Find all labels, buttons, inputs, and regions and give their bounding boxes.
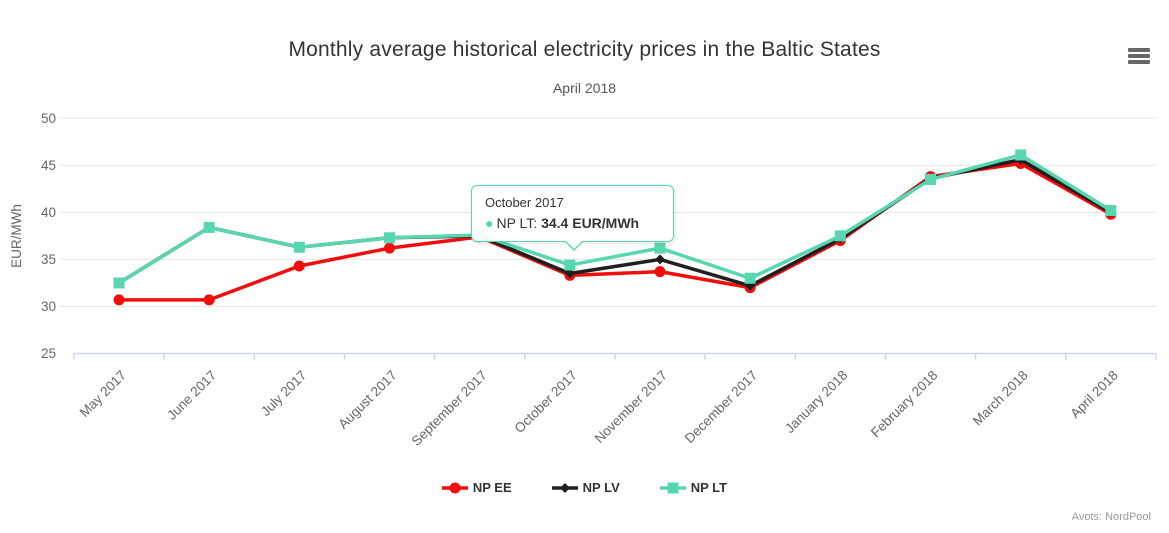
legend-item-np-lt[interactable]: NP LT (659, 480, 728, 495)
data-point-np-lt[interactable] (113, 277, 125, 289)
data-point-np-lt[interactable] (654, 242, 666, 254)
data-point-np-lv[interactable] (655, 254, 666, 265)
y-axis-label: 50 (41, 111, 56, 126)
data-point-np-ee[interactable] (654, 266, 666, 278)
legend-label: NP LV (582, 480, 620, 495)
series-line-np-lt[interactable] (117, 153, 1113, 285)
y-axis-label: 25 (41, 346, 56, 361)
data-point-np-lt[interactable] (293, 241, 305, 253)
y-axis-label: 40 (41, 205, 56, 220)
x-axis-label: February 2018 (868, 368, 941, 441)
data-point-np-lt[interactable] (203, 221, 215, 233)
series-line-np-lv[interactable] (117, 157, 1113, 288)
x-axis-label: July 2017 (258, 368, 309, 419)
chart-title: Monthly average historical electricity p… (288, 38, 881, 61)
data-point-np-lt[interactable] (564, 259, 576, 271)
legend-label: NP EE (472, 480, 512, 495)
data-point-np-lt[interactable] (834, 230, 846, 242)
chart-subtitle: April 2018 (552, 80, 617, 96)
y-axis-label: 30 (41, 299, 56, 314)
data-point-np-lt[interactable] (1105, 204, 1117, 216)
legend-item-np-lv[interactable]: NP LV (551, 480, 620, 495)
legend-label: NP LT (690, 480, 728, 495)
x-axis-label: October 2017 (511, 368, 579, 436)
data-point-np-lt[interactable] (384, 232, 396, 244)
y-axis-label: 35 (41, 252, 56, 267)
x-axis-label: April 2018 (1067, 368, 1121, 422)
data-point-np-ee[interactable] (203, 294, 215, 306)
legend-marker-square-icon (659, 482, 686, 493)
data-point-np-ee[interactable] (113, 294, 125, 306)
hamburger-bar (1128, 54, 1150, 58)
hamburger-menu-icon[interactable] (1128, 48, 1150, 64)
x-axis-label: January 2018 (782, 368, 850, 436)
x-axis-label: March 2018 (970, 368, 1031, 429)
data-point-np-lt[interactable] (925, 173, 937, 185)
x-axis-label: May 2017 (77, 368, 130, 421)
data-point-np-lv[interactable] (564, 268, 575, 279)
data-point-np-lt[interactable] (744, 272, 756, 284)
hamburger-bar (1128, 60, 1150, 64)
x-axis-label: June 2017 (164, 368, 219, 423)
series-line-np-ee[interactable] (117, 161, 1113, 302)
x-axis-label: September 2017 (409, 368, 490, 449)
x-axis-label: December 2017 (682, 368, 761, 447)
x-axis-label: November 2017 (592, 368, 671, 447)
legend: NP EE NP LV NP LT (0, 480, 1169, 495)
legend-item-np-ee[interactable]: NP EE (441, 480, 512, 495)
hamburger-bar (1128, 48, 1150, 52)
y-axis-label: 45 (41, 158, 56, 173)
y-axis-title: EUR/MWh (9, 204, 24, 268)
legend-marker-diamond-icon (551, 482, 578, 493)
legend-marker-circle-icon (441, 482, 468, 493)
data-point-np-lt[interactable] (474, 229, 486, 241)
credits-link[interactable]: Avots: NordPool (1071, 511, 1151, 523)
x-axis-label: August 2017 (335, 368, 399, 432)
data-point-np-ee[interactable] (384, 242, 396, 254)
data-point-np-ee[interactable] (293, 260, 305, 272)
data-point-np-lt[interactable] (1015, 149, 1027, 161)
